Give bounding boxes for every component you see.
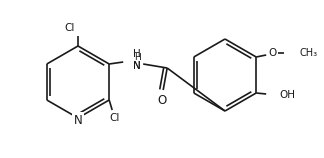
Text: CH₃: CH₃ [299,48,317,58]
Text: O: O [268,48,276,58]
Text: N: N [74,113,82,127]
Text: N: N [133,61,141,71]
Text: Cl: Cl [109,113,119,123]
Text: H
N: H N [133,49,141,71]
Text: Cl: Cl [65,23,75,33]
Text: H: H [134,54,141,63]
Text: OH: OH [279,90,295,100]
Text: O: O [157,94,167,106]
